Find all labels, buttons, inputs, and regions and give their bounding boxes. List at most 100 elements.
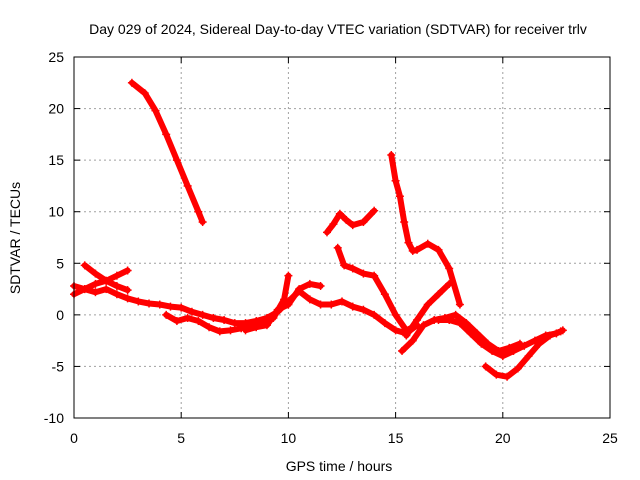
data-point [316,281,325,290]
data-point [380,319,389,328]
data-point [466,329,475,338]
data-point [162,130,171,139]
data-point [215,327,224,336]
y-tick-label: 10 [48,204,64,220]
data-point [230,319,239,328]
data-point [220,316,229,325]
data-point [359,305,368,314]
data-point [387,150,396,159]
plot-frame [73,56,611,419]
data-point [284,271,293,280]
data-point [509,346,518,355]
data-point [391,326,400,335]
data-point [391,310,400,319]
data-point [91,269,100,278]
data-point [370,206,379,215]
data-point [419,321,428,330]
data-point [400,218,409,227]
data-point [127,78,136,87]
data-point [183,313,192,322]
data-point [520,341,529,350]
data-point [402,331,411,340]
data-point [524,352,533,361]
data-point [162,310,171,319]
data-point [322,228,331,237]
data-point [434,290,443,299]
data-point [280,295,289,304]
data-point [556,327,565,336]
data-point [209,313,218,322]
data-point [295,285,304,294]
data-point [423,239,432,248]
axis-ticks [73,56,611,419]
data-point [123,286,132,295]
y-tick-label: 5 [56,255,64,271]
data-point [183,181,192,190]
data-point [198,218,207,227]
data-point [488,346,497,355]
y-tick-label: -5 [52,358,65,374]
data-point [498,352,507,361]
data-point [455,319,464,328]
data-point [338,297,346,306]
data-point [102,276,111,285]
data-point [408,246,417,255]
data-point [91,288,100,297]
data-point [327,300,336,309]
data-point [198,310,207,319]
data-point [123,266,132,275]
data-point [408,336,417,345]
data-point [252,323,261,332]
data-point [123,294,132,303]
data-point [342,215,351,224]
data-point [241,326,250,335]
data-point [112,290,121,299]
tick-labels: 0 5 10 15 20 25 -10 -5 0 5 10 15 20 25 [44,49,618,446]
data-point [80,261,89,270]
data-point [91,279,100,288]
data-point [305,279,314,288]
data-point [305,295,314,304]
series-arc-1 [128,79,206,225]
data-point [513,364,522,373]
data-point [205,323,214,332]
data-point [112,281,121,290]
data-series [70,78,567,381]
data-point [112,271,121,280]
data-point [404,238,413,247]
data-point [423,300,432,309]
data-point [134,297,143,306]
data-point [391,176,400,185]
data-point [140,89,149,98]
data-point [151,106,160,115]
data-point [172,317,181,326]
data-point [177,303,186,312]
y-tick-label: 15 [48,152,64,168]
data-point [273,305,282,314]
data-point [370,271,379,280]
data-point [316,300,325,309]
y-tick-label: 20 [48,101,64,117]
y-tick-label: 25 [48,49,64,65]
data-point [348,264,357,273]
data-point [481,362,490,371]
data-point [80,285,89,294]
data-point [262,321,271,330]
data-point [329,220,338,229]
data-point [145,299,154,308]
data-point [194,317,203,326]
data-point [445,316,454,325]
data-point [335,209,344,218]
data-point [445,264,454,273]
data-point [187,307,196,316]
data-point [348,221,357,230]
data-point [172,156,181,165]
data-point [545,331,554,340]
data-point [370,310,379,319]
chart-title: Day 029 of 2024, Sidereal Day-to-day VTE… [89,21,587,37]
data-point [333,243,342,252]
data-point [530,336,539,345]
data-point [194,207,203,216]
x-tick-label: 5 [177,430,185,446]
